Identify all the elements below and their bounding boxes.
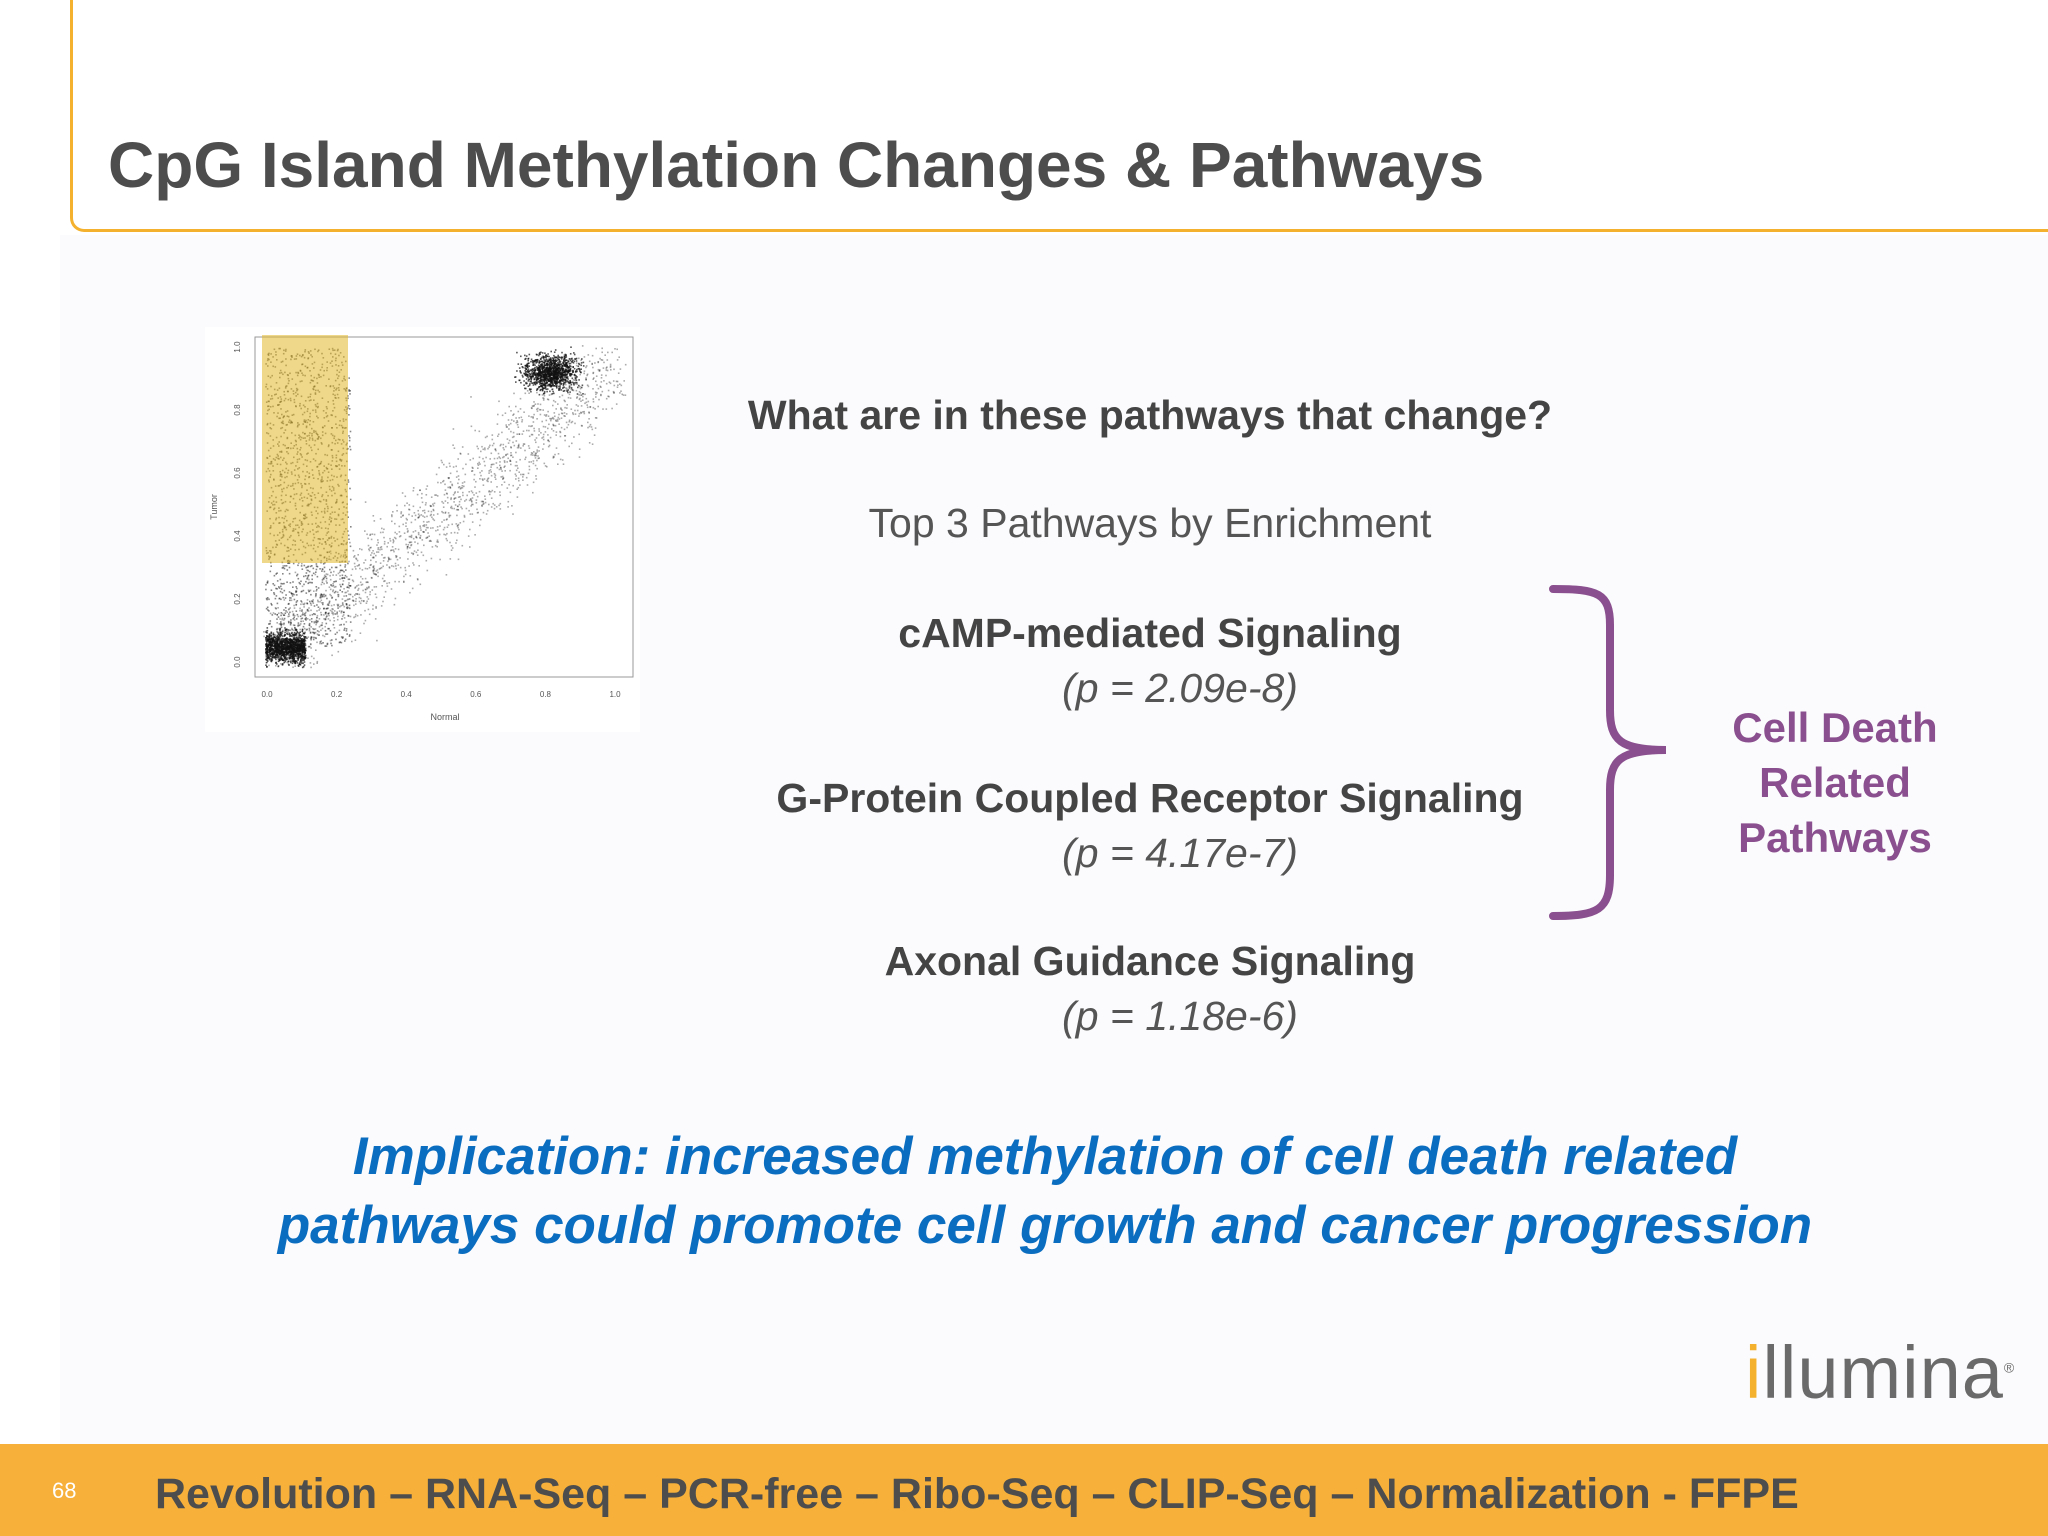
scatter-y-tick: 1.0 <box>233 341 242 353</box>
scatter-y-tick: 0.4 <box>233 530 242 542</box>
pathway-name-3: Axonal Guidance Signaling <box>884 938 1416 984</box>
scatter-highlight-region <box>262 335 348 563</box>
pathway-name-1: cAMP-mediated Signaling <box>898 610 1402 656</box>
header-frame <box>70 0 2048 232</box>
pathway-pvalue-3: (p = 1.18e-6) <box>1062 993 1298 1039</box>
pathway-question: What are in these pathways that change? <box>747 392 1553 438</box>
methylation-scatter-plot: 0.0 0.2 0.4 0.6 0.8 1.0 0.0 0.2 0.4 0.6 0.8 1.0 No… <box>205 327 640 732</box>
scatter-x-ticks: 0.0 0.2 0.4 0.6 0.8 1.0 <box>261 690 621 699</box>
scatter-x-tick: 0.0 <box>261 690 273 699</box>
scatter-y-tick: 0.0 <box>233 656 242 668</box>
scatter-points <box>263 345 627 669</box>
page-number: 68 <box>52 1478 77 1503</box>
footer-tagline: Revolution – RNA-Seq – PCR-free – Ribo-S… <box>155 1470 1799 1518</box>
scatter-x-tick: 0.8 <box>540 690 552 699</box>
implication-line-2: pathways could promote cell growth and c… <box>277 1196 1813 1255</box>
scatter-y-ticks: 0.0 0.2 0.4 0.6 0.8 1.0 <box>233 341 242 668</box>
pathway-pvalue-2: (p = 4.17e-7) <box>1062 830 1298 876</box>
footer-bar <box>0 1444 2048 1536</box>
pathway-subtitle: Top 3 Pathways by Enrichment <box>868 500 1432 546</box>
slide-title: CpG Island Methylation Changes & Pathway… <box>108 129 1485 201</box>
curly-brace-icon <box>1549 585 1667 920</box>
scatter-x-tick: 0.2 <box>331 690 343 699</box>
illumina-logo: illumina® <box>1745 1331 2016 1414</box>
cell-death-line-3: Pathways <box>1738 814 1932 861</box>
pathway-name-2: G-Protein Coupled Receptor Signaling <box>776 775 1524 821</box>
scatter-y-tick: 0.6 <box>233 467 242 479</box>
scatter-y-label: Tumor <box>209 494 219 520</box>
pathway-pvalue-1: (p = 2.09e-8) <box>1062 665 1298 711</box>
cell-death-line-1: Cell Death <box>1732 704 1938 751</box>
scatter-y-tick: 0.2 <box>233 593 242 605</box>
scatter-x-label: Normal <box>430 712 459 722</box>
scatter-y-tick: 0.8 <box>233 404 242 416</box>
scatter-x-tick: 0.4 <box>401 690 413 699</box>
cell-death-label: Cell Death Related Pathways <box>1680 700 1990 865</box>
cell-death-line-2: Related <box>1759 759 1911 806</box>
scatter-x-tick: 1.0 <box>609 690 621 699</box>
scatter-x-tick: 0.6 <box>470 690 482 699</box>
implication-line-1: Implication: increased methylation of ce… <box>352 1127 1738 1186</box>
